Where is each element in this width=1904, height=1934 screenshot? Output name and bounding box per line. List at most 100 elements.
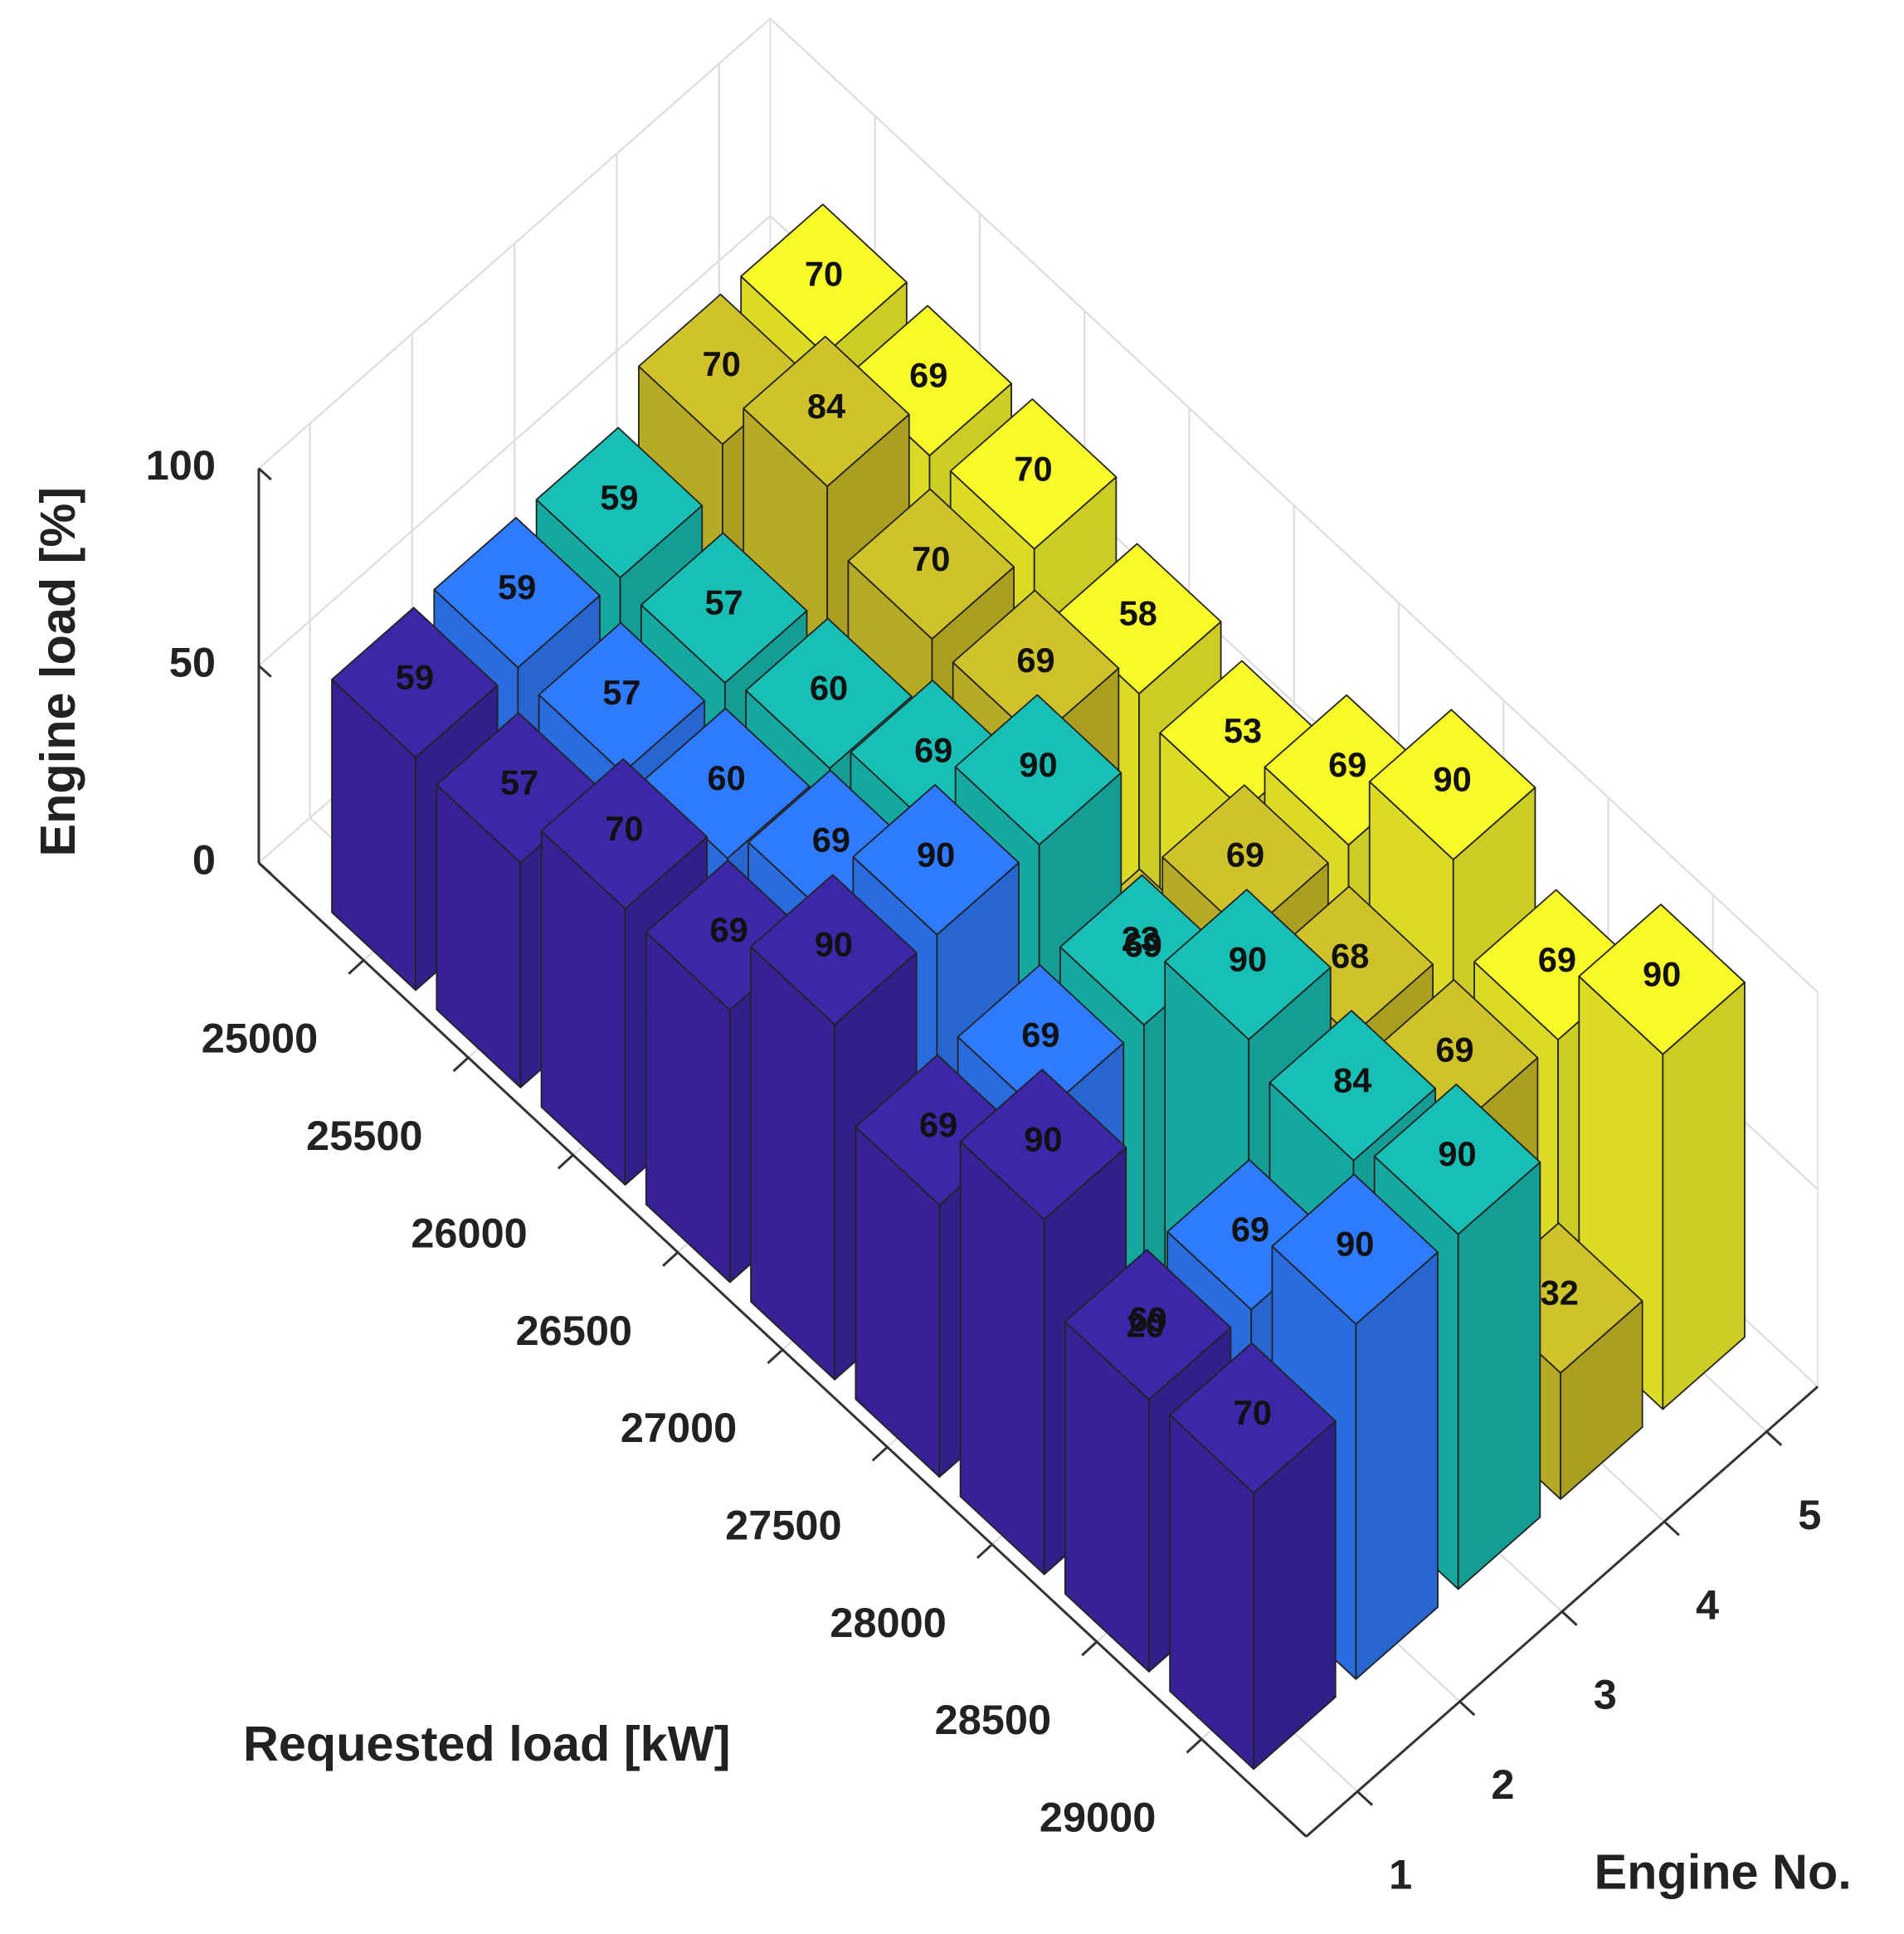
y-tick-label: 1 [1389,1851,1412,1898]
data-label: 57 [500,763,538,802]
data-label: 90 [1438,1134,1476,1173]
y-tick [1356,1790,1374,1806]
data-label: 90 [917,835,955,874]
bar-top-face [954,694,1122,846]
x-tick-label: 27500 [725,1501,841,1548]
y-tick [1561,1610,1578,1626]
y-tick-label: 3 [1594,1671,1617,1718]
x-tick [452,1056,470,1073]
y-axis-title: Engine No. [1595,1844,1852,1900]
bar-top-face [1368,709,1536,860]
data-label: 90 [1336,1225,1374,1264]
data-label: 32 [1541,1274,1579,1313]
data-label: 59 [600,478,638,517]
data-label: 70 [605,809,643,848]
data-label: 69 [1016,641,1054,680]
data-label: 90 [1643,954,1681,993]
data-label: 53 [1224,711,1262,750]
bar-right-face [1355,1251,1439,1680]
bar-top-face [847,488,1015,640]
data-label: 60 [708,758,746,797]
bar-top-face [540,758,709,910]
data-label: 69 [710,910,748,949]
data-label: 20 [1127,1306,1165,1345]
data-label: 70 [912,539,950,578]
bar-top-face [538,621,706,774]
z-axis-title: Engine load [%] [30,487,85,857]
y-tick [1765,1430,1783,1446]
y-tick-label: 2 [1491,1761,1514,1808]
data-label: 69 [1021,1015,1059,1054]
data-label: 69 [1129,1300,1167,1339]
x-tick-label: 27000 [621,1404,737,1451]
y-tick [1663,1520,1680,1537]
x-tick [871,1445,889,1462]
x-tick [976,1543,993,1559]
data-label: 60 [810,669,848,708]
data-label: 90 [815,925,853,964]
data-label: 69 [919,1105,957,1144]
x-tick [557,1153,574,1170]
bar-right-face [1662,982,1746,1410]
grid-line [769,17,1819,993]
data-label: 70 [805,255,843,294]
data-label: 69 [1435,1030,1473,1069]
y-tick-label: 4 [1696,1581,1719,1628]
data-label: 84 [807,387,845,426]
y-tick-label: 5 [1798,1491,1821,1538]
data-label: 90 [1019,745,1057,784]
bar-top-face [1164,889,1332,1040]
data-label: 69 [1328,745,1366,784]
x-tick-label: 26000 [411,1209,527,1256]
x-tick [662,1251,679,1267]
bar-top-face [1064,1249,1232,1401]
data-label: 57 [705,583,743,622]
x-tick-label: 26500 [516,1307,632,1354]
data-label: 69 [1538,940,1576,979]
x-tick-label: 25500 [306,1112,422,1159]
bar-top-face [750,874,918,1025]
data-label: 84 [1333,1060,1371,1099]
bar-top-face [1269,1010,1436,1162]
data-label: 23 [1122,919,1160,958]
bar-top-face [743,335,910,488]
data-label: 69 [1124,925,1162,964]
bar-top-face [957,964,1125,1116]
bar-top-face [433,517,601,669]
bar-top-face [740,203,908,355]
bar-top-face [952,589,1120,742]
x-tick-label: 29000 [1040,1794,1156,1841]
z-tick [257,467,272,481]
bar-top-face [1169,1342,1337,1494]
z-tick-label: 100 [146,441,216,489]
data-label: 69 [909,356,947,395]
data-label: 69 [1231,1210,1269,1249]
data-label: 58 [1119,594,1157,633]
bar-top-face [1161,784,1329,936]
data-label: 70 [703,344,741,383]
bar-top-face [1271,1173,1439,1325]
bar-top-face [959,1069,1127,1220]
y-tick [1458,1700,1476,1717]
bar-right-face [1457,1161,1541,1591]
bar-top-face [331,607,499,758]
data-label: 90 [1229,940,1267,979]
z-tick [257,861,272,875]
data-label: 69 [914,730,952,769]
x-tick-label: 28000 [830,1599,946,1646]
bar-top-face [1373,1084,1541,1235]
bar-top-face [745,617,913,769]
z-tick-label: 50 [169,639,216,686]
data-label: 70 [1234,1393,1272,1432]
x-tick [1081,1640,1098,1657]
bar-top-face [949,398,1118,550]
x-tick [767,1348,784,1365]
data-label: 59 [498,568,536,607]
bar-top-face [535,426,704,578]
x-tick [348,959,365,975]
data-label: 69 [1226,835,1264,874]
z-tick [257,665,272,678]
x-axis-title: Requested load [kW] [243,1716,731,1771]
bar-top-face [640,532,808,684]
